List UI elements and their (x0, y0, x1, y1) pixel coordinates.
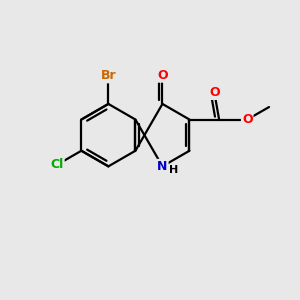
Text: H: H (169, 165, 178, 175)
Text: N: N (157, 160, 168, 173)
Text: Cl: Cl (50, 158, 64, 171)
Text: Br: Br (100, 69, 116, 82)
Text: O: O (242, 113, 253, 126)
Text: O: O (209, 86, 220, 99)
Text: O: O (157, 69, 168, 82)
